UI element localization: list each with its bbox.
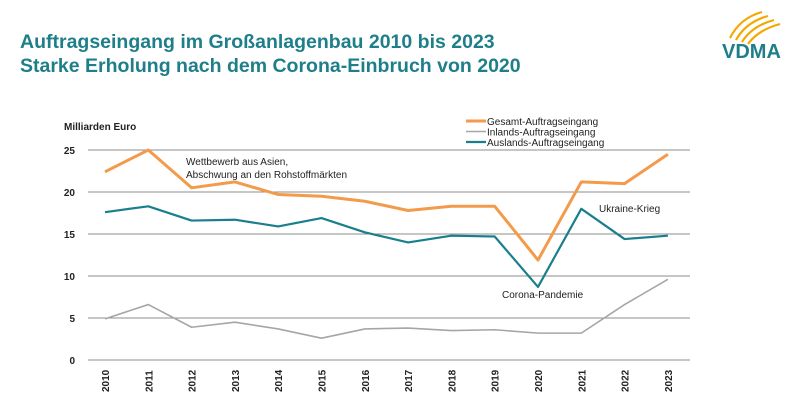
x-tick-label: 2011	[144, 370, 155, 392]
svg-text:VDMA: VDMA	[722, 41, 781, 63]
x-tick-label: 2018	[447, 369, 458, 392]
y-tick-label: 5	[69, 314, 75, 325]
legend-label: Auslands-Auftragseingang	[487, 138, 604, 149]
x-tick-label: 2023	[664, 369, 675, 392]
annotation: Abschwung an den Rohstoffmärkten	[186, 170, 347, 181]
x-tick-label: 2015	[318, 369, 329, 392]
x-tick-label: 2012	[188, 369, 199, 392]
title-line-2: Starke Erholung nach dem Corona-Einbruch…	[20, 55, 521, 77]
y-tick-label: 0	[69, 356, 75, 367]
y-tick-label: 25	[64, 146, 76, 157]
x-tick-label: 2020	[534, 369, 545, 392]
annotation: Corona-Pandemie	[502, 290, 584, 301]
legend-label: Gesamt-Auftragseingang	[487, 117, 598, 128]
series-line-2	[104, 278, 669, 339]
annotation: Wettbewerb aus Asien,	[186, 157, 288, 168]
title-line-1: Auftragseingang im Großanlagenbau 2010 b…	[20, 31, 495, 53]
x-tick-label: 2014	[274, 369, 285, 392]
x-tick-label: 2016	[361, 369, 372, 392]
annotation: Ukraine-Krieg	[599, 204, 660, 215]
y-axis-label: Milliarden Euro	[64, 122, 136, 133]
series-line-1	[104, 148, 669, 262]
y-tick-label: 20	[64, 188, 76, 199]
vdma-logo: VDMA	[722, 10, 781, 63]
y-tick-label: 15	[64, 230, 76, 241]
y-tick-label: 10	[64, 272, 76, 283]
x-tick-label: 2019	[491, 369, 502, 392]
x-tick-label: 2010	[101, 369, 112, 392]
x-tick-label: 2017	[404, 369, 415, 392]
x-tick-label: 2022	[621, 369, 632, 392]
chart-title: Auftragseingang im Großanlagenbau 2010 b…	[20, 30, 521, 78]
x-tick-label: 2013	[231, 369, 242, 392]
x-tick-label: 2021	[577, 369, 588, 392]
legend-label: Inlands-Auftragseingang	[487, 128, 595, 139]
series-line-3	[104, 205, 668, 289]
